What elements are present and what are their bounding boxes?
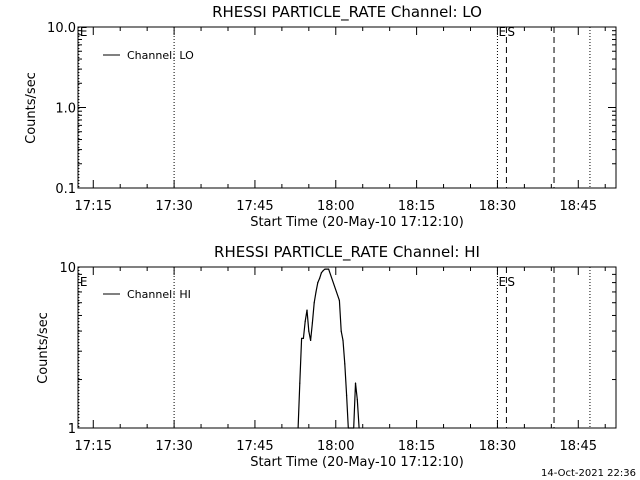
data-point bbox=[342, 339, 344, 342]
data-point bbox=[322, 269, 324, 272]
event-line-label: E bbox=[498, 25, 506, 39]
event-line-label: S bbox=[507, 275, 515, 289]
data-point bbox=[317, 282, 319, 284]
data-point bbox=[302, 337, 305, 340]
legend-label: Channel: LO bbox=[127, 49, 194, 62]
data-point bbox=[324, 268, 326, 270]
x-tick-label: 18:30 bbox=[479, 199, 516, 214]
data-point bbox=[358, 427, 360, 429]
event-line-label: E bbox=[80, 275, 88, 289]
data-point bbox=[327, 268, 330, 270]
plot-frame bbox=[77, 266, 617, 429]
event-line-label: E bbox=[498, 275, 506, 289]
y-tick-label: 1 bbox=[68, 422, 76, 437]
data-point bbox=[299, 382, 301, 384]
x-tick-label: 18:30 bbox=[479, 439, 516, 454]
data-point bbox=[306, 309, 308, 311]
y-tick-label: 0.1 bbox=[55, 182, 76, 197]
x-tick-label: 17:15 bbox=[75, 439, 112, 454]
y-tick-label: 1.0 bbox=[55, 102, 76, 117]
x-tick-label: 17:45 bbox=[236, 199, 273, 214]
x-axis-label: Start Time (20-May-10 17:12:10) bbox=[250, 215, 464, 230]
data-point bbox=[344, 363, 346, 365]
data-point bbox=[319, 277, 321, 279]
chart-title: RHESSI PARTICLE_RATE Channel: HI bbox=[214, 243, 480, 262]
x-tick-label: 18:45 bbox=[560, 439, 597, 454]
x-tick-label: 18:15 bbox=[398, 199, 435, 214]
x-tick-label: 18:00 bbox=[317, 199, 354, 214]
x-tick-label: 17:30 bbox=[155, 199, 192, 214]
data-point bbox=[310, 339, 312, 342]
x-axis-label: Start Time (20-May-10 17:12:10) bbox=[250, 455, 464, 470]
data-point bbox=[304, 320, 306, 322]
data-point bbox=[301, 337, 303, 340]
data-point bbox=[345, 394, 348, 396]
x-tick-label: 17:45 bbox=[236, 439, 273, 454]
data-point bbox=[308, 330, 310, 332]
legend-label: Channel: HI bbox=[127, 288, 191, 301]
x-tick-label: 17:15 bbox=[75, 199, 112, 214]
data-point bbox=[297, 427, 299, 429]
y-tick-label: 10 bbox=[59, 261, 76, 276]
x-tick-label: 18:45 bbox=[560, 199, 597, 214]
data-point bbox=[313, 302, 315, 304]
data-point bbox=[320, 272, 323, 274]
x-tick-label: 17:30 bbox=[155, 439, 192, 454]
data-point bbox=[340, 330, 342, 332]
event-line-label: E bbox=[80, 25, 88, 39]
y-axis-label: Counts/sec bbox=[36, 312, 51, 384]
chart-title: RHESSI PARTICLE_RATE Channel: LO bbox=[212, 3, 482, 22]
data-point bbox=[311, 322, 314, 324]
y-axis-label: Counts/sec bbox=[24, 72, 39, 144]
data-point bbox=[353, 427, 355, 429]
y-tick-label: 10.0 bbox=[47, 21, 76, 36]
data-point bbox=[356, 399, 358, 401]
data-point bbox=[354, 382, 357, 384]
x-tick-label: 18:15 bbox=[398, 439, 435, 454]
data-point bbox=[338, 299, 340, 302]
chart-panel-2: RHESSI PARTICLE_RATE Channel: HIE E S17:15… bbox=[36, 243, 617, 470]
timestamp-label: 14-Oct-2021 22:36 bbox=[541, 468, 636, 479]
chart-panel-1: RHESSI PARTICLE_RATE Channel: LOE E S17:15… bbox=[24, 3, 617, 230]
x-tick-label: 18:00 bbox=[317, 439, 354, 454]
data-point bbox=[315, 291, 317, 293]
data-point bbox=[347, 427, 349, 429]
event-line-label: S bbox=[507, 25, 515, 39]
